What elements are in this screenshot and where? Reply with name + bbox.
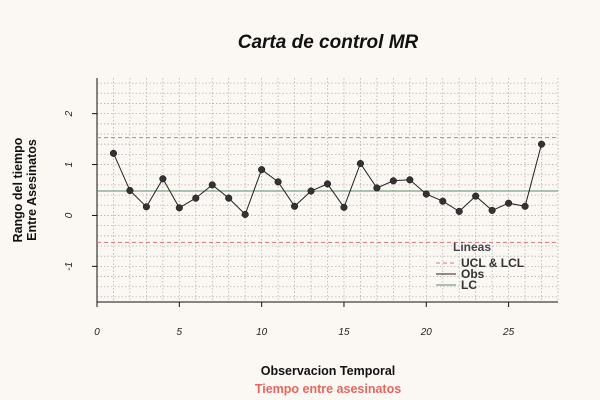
y-tick-label: 1 [64,162,75,168]
data-point [323,180,332,188]
data-point [307,187,315,195]
data-point [192,194,200,202]
data-point [389,177,397,185]
chart-subtitle: Tiempo entre asesinatos [255,382,401,396]
data-point [472,192,480,200]
legend-title: Lineas [453,240,491,254]
data-point [521,202,529,210]
data-point [373,184,381,192]
data-point [455,207,463,215]
data-point [488,206,496,214]
x-tick-label: 15 [338,327,350,338]
y-axis-label-line2: Entre Asesinatos [25,139,39,241]
data-point [126,186,134,195]
data-point [109,149,118,157]
legend-label-lc: LC [461,278,477,292]
data-point [406,176,414,184]
x-tick-label: 25 [502,327,515,338]
data-point [225,194,233,202]
y-axis-label-line1: Rango del tiempo [11,137,25,242]
legend-label-obs: Obs [461,267,485,281]
legend-label-limits: UCL & LCL [461,256,524,270]
x-tick-label: 20 [420,327,433,338]
y-tick-label: -1 [64,262,75,271]
data-point [159,175,167,183]
chart-title: Carta de control MR [238,32,419,53]
data-point [439,197,447,205]
x-tick-label: 5 [177,327,183,338]
y-tick-label: 0 [64,212,75,218]
data-point [142,203,150,211]
data-series [109,140,546,218]
data-point [356,159,364,168]
data-point [340,203,348,211]
x-axis-label: Observacion Temporal [261,364,396,378]
tick-labels: 0 5 10 15 20 25 -1 0 1 2 [64,110,515,338]
data-point [241,210,249,218]
axes [92,78,558,307]
data-point [291,202,299,210]
control-limits [97,137,558,243]
data-point [274,178,282,186]
data-point [537,140,546,148]
data-point [258,166,266,174]
legend: Lineas UCL & LCL Obs LC [436,240,524,292]
data-point [505,199,513,207]
data-point [175,204,183,212]
y-tick-label: 2 [64,110,75,117]
x-tick-label: 0 [94,327,100,338]
grid-lines [96,78,559,302]
x-tick-label: 10 [256,327,268,338]
data-point [208,181,216,189]
data-point [422,190,430,198]
